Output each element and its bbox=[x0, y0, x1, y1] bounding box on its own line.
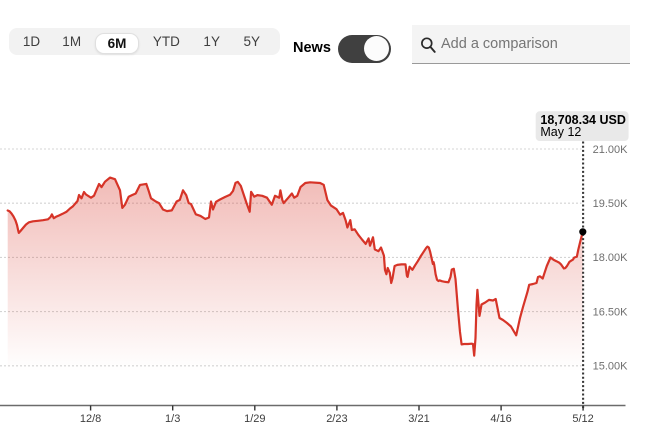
svg-text:21.00K: 21.00K bbox=[593, 144, 629, 156]
svg-text:18.00K: 18.00K bbox=[593, 252, 629, 264]
svg-text:19.50K: 19.50K bbox=[593, 198, 629, 210]
svg-text:4/16: 4/16 bbox=[490, 413, 511, 425]
svg-text:2/23: 2/23 bbox=[326, 413, 347, 425]
svg-text:16.50K: 16.50K bbox=[593, 306, 629, 318]
svg-text:3/21: 3/21 bbox=[408, 413, 429, 425]
svg-text:18,708.34 USD: 18,708.34 USD bbox=[540, 113, 625, 127]
svg-text:5/12: 5/12 bbox=[572, 413, 593, 425]
svg-text:12/8: 12/8 bbox=[80, 413, 101, 425]
svg-text:1/29: 1/29 bbox=[244, 413, 265, 425]
svg-text:15.00K: 15.00K bbox=[593, 361, 629, 373]
svg-text:1/3: 1/3 bbox=[165, 413, 180, 425]
svg-text:May 12: May 12 bbox=[540, 125, 581, 139]
